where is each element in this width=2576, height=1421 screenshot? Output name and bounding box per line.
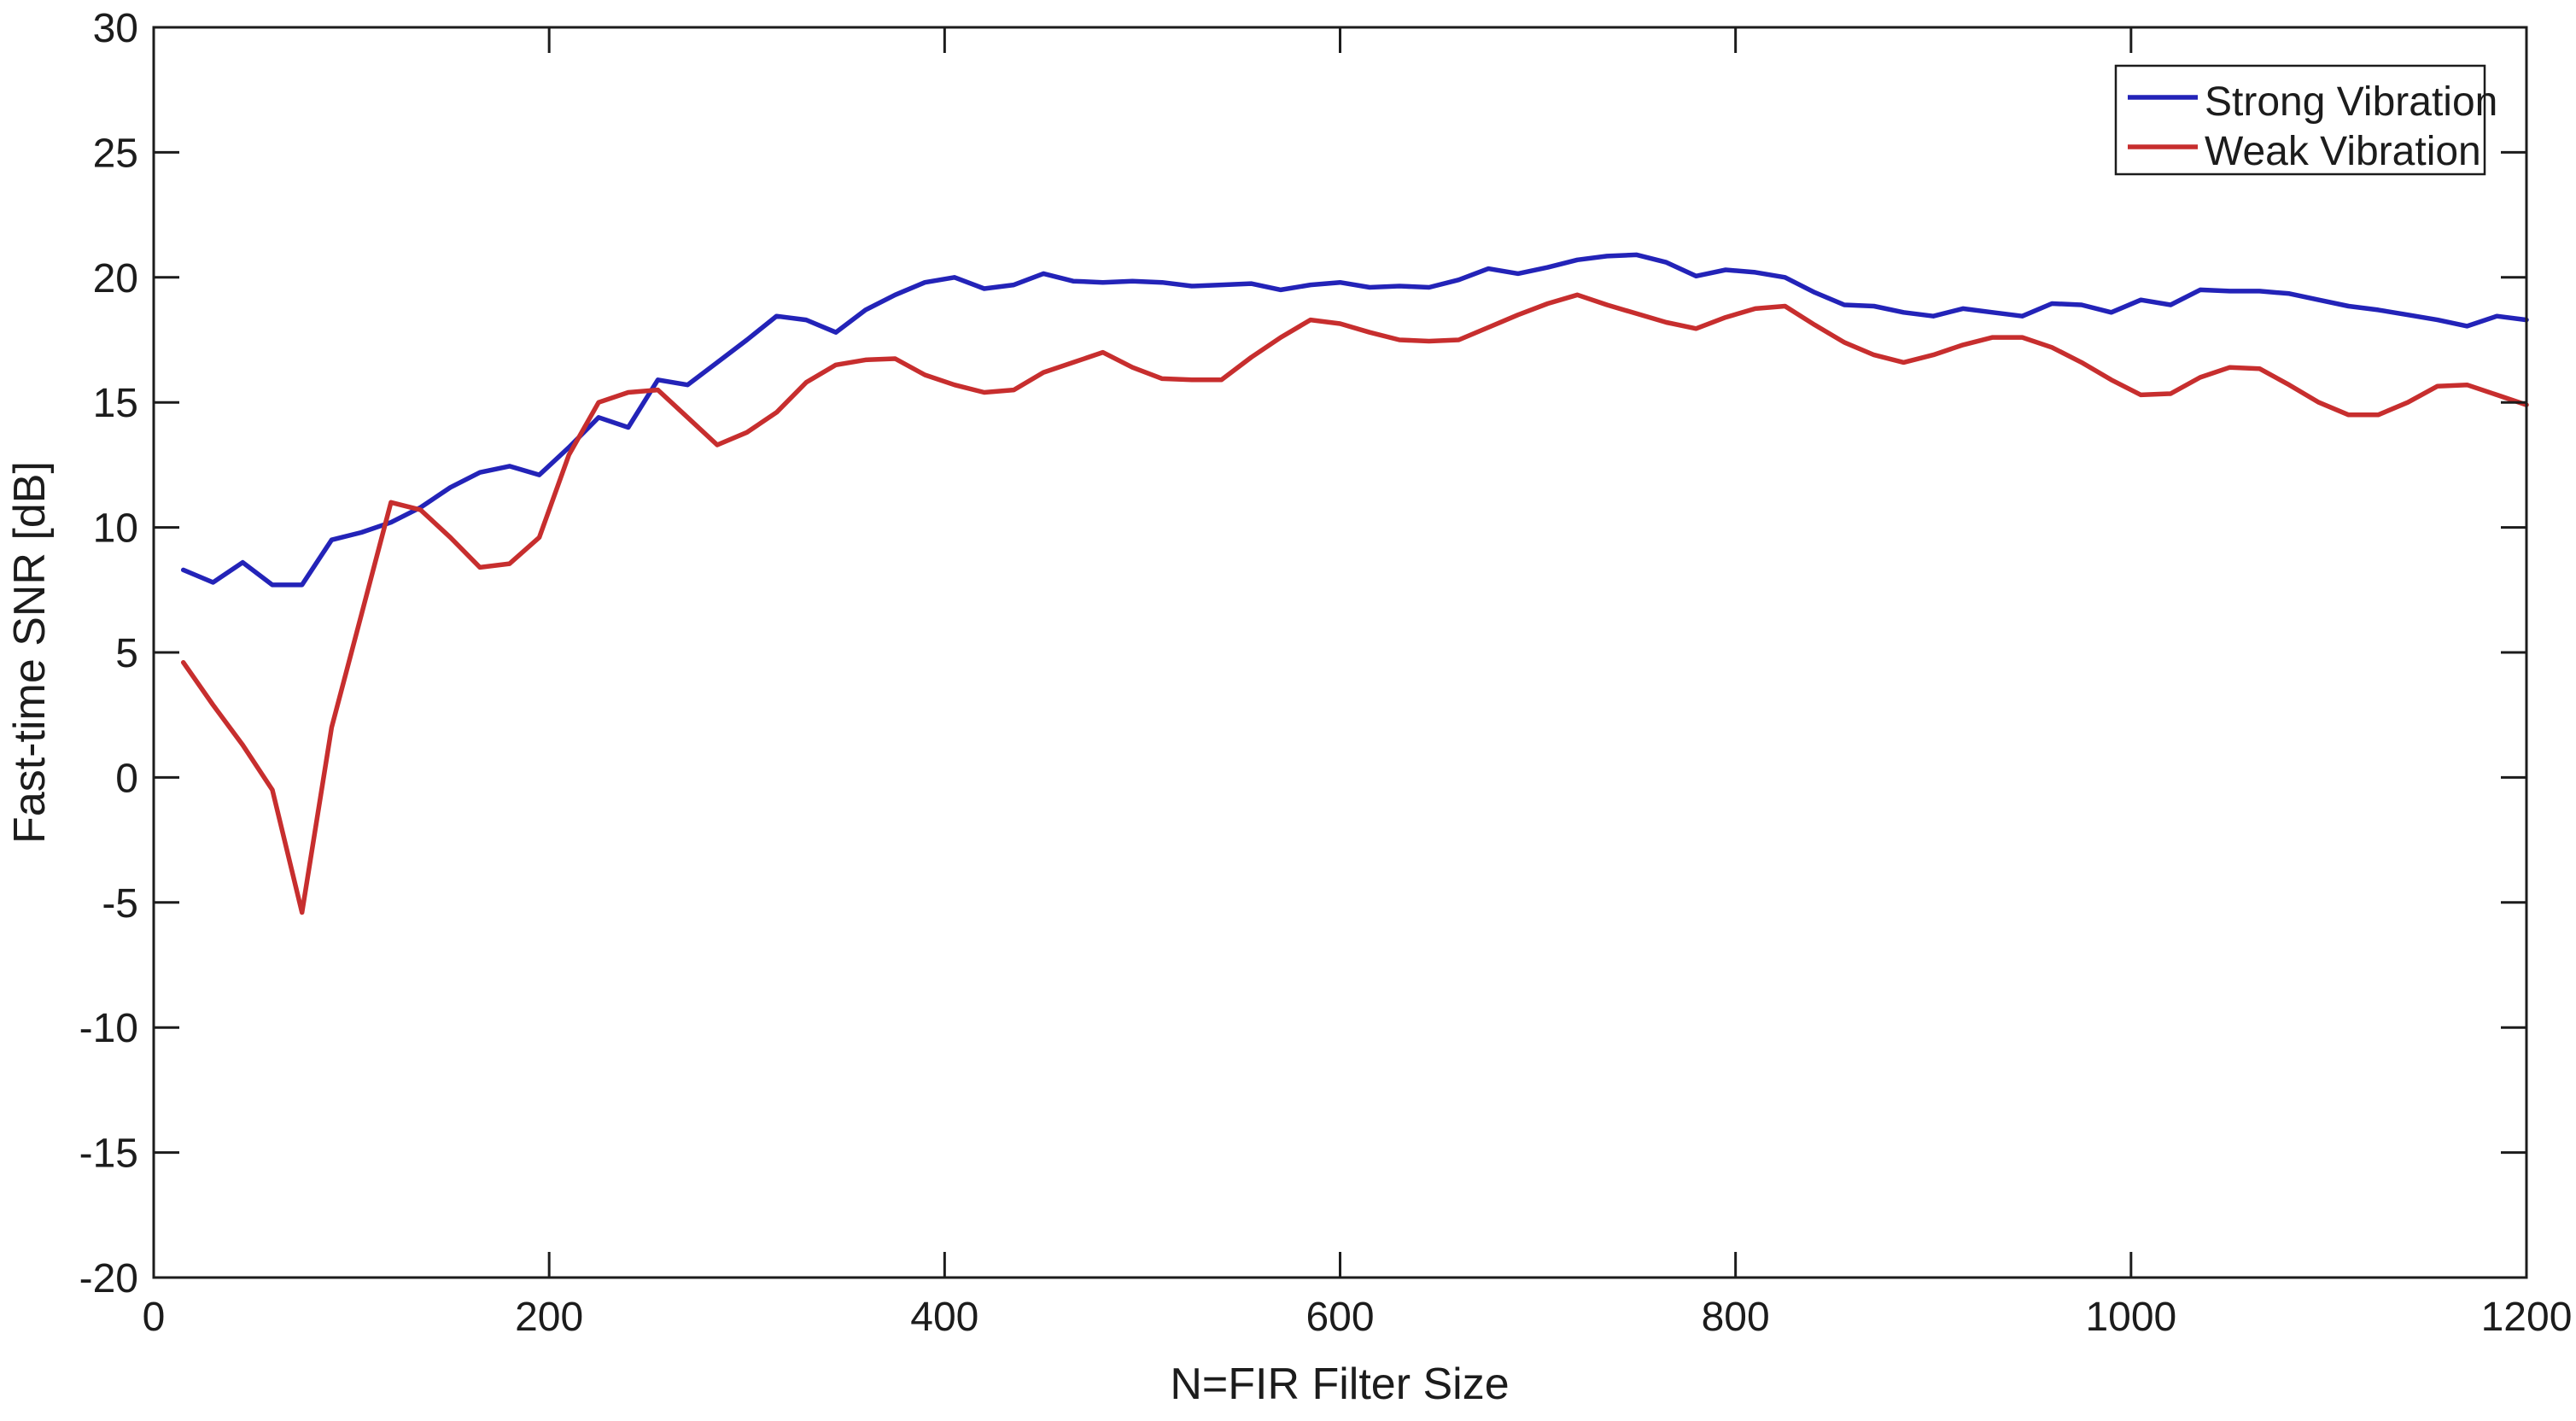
y-tick-label: 0 [115,756,138,801]
series-line-weak-vibration [180,292,2529,915]
legend-label-weak-vibration: Weak Vibration [2205,129,2481,174]
ticks-layer: 0 200 400 600 800 1000 1200 -20 -15 -10 -5 0 5 10 15 20… [79,6,2573,1340]
x-tick-label: 600 [1306,1295,1374,1340]
y-tick-label: -10 [79,1006,138,1051]
y-tick-label: 25 [93,131,138,176]
y-tick-label: -15 [79,1132,138,1177]
y-tick-label: 30 [93,6,138,51]
series-layer [180,252,2529,915]
x-tick-label: 400 [910,1295,978,1340]
x-tick-label: 800 [1702,1295,1770,1340]
y-tick-label: 20 [93,256,138,301]
x-tick-label: 200 [515,1295,583,1340]
y-tick-label: -5 [102,881,138,927]
plot-border [152,26,2528,1279]
y-tick-label: 5 [115,631,138,676]
x-tick-label: 0 [143,1295,166,1340]
legend-box [2114,64,2486,176]
y-axis-title: Fast-time SNR [dB] [5,461,55,844]
legend-label-strong-vibration: Strong Vibration [2205,79,2497,125]
x-axis-title: N=FIR Filter Size [1170,1360,1509,1409]
series-line-strong-vibration [180,252,2529,588]
y-tick-label: -20 [79,1256,138,1301]
y-tick-label: 15 [93,381,138,426]
y-tick-label: 10 [93,506,138,552]
x-tick-label: 1200 [2481,1295,2573,1340]
x-tick-label: 1000 [2085,1295,2176,1340]
